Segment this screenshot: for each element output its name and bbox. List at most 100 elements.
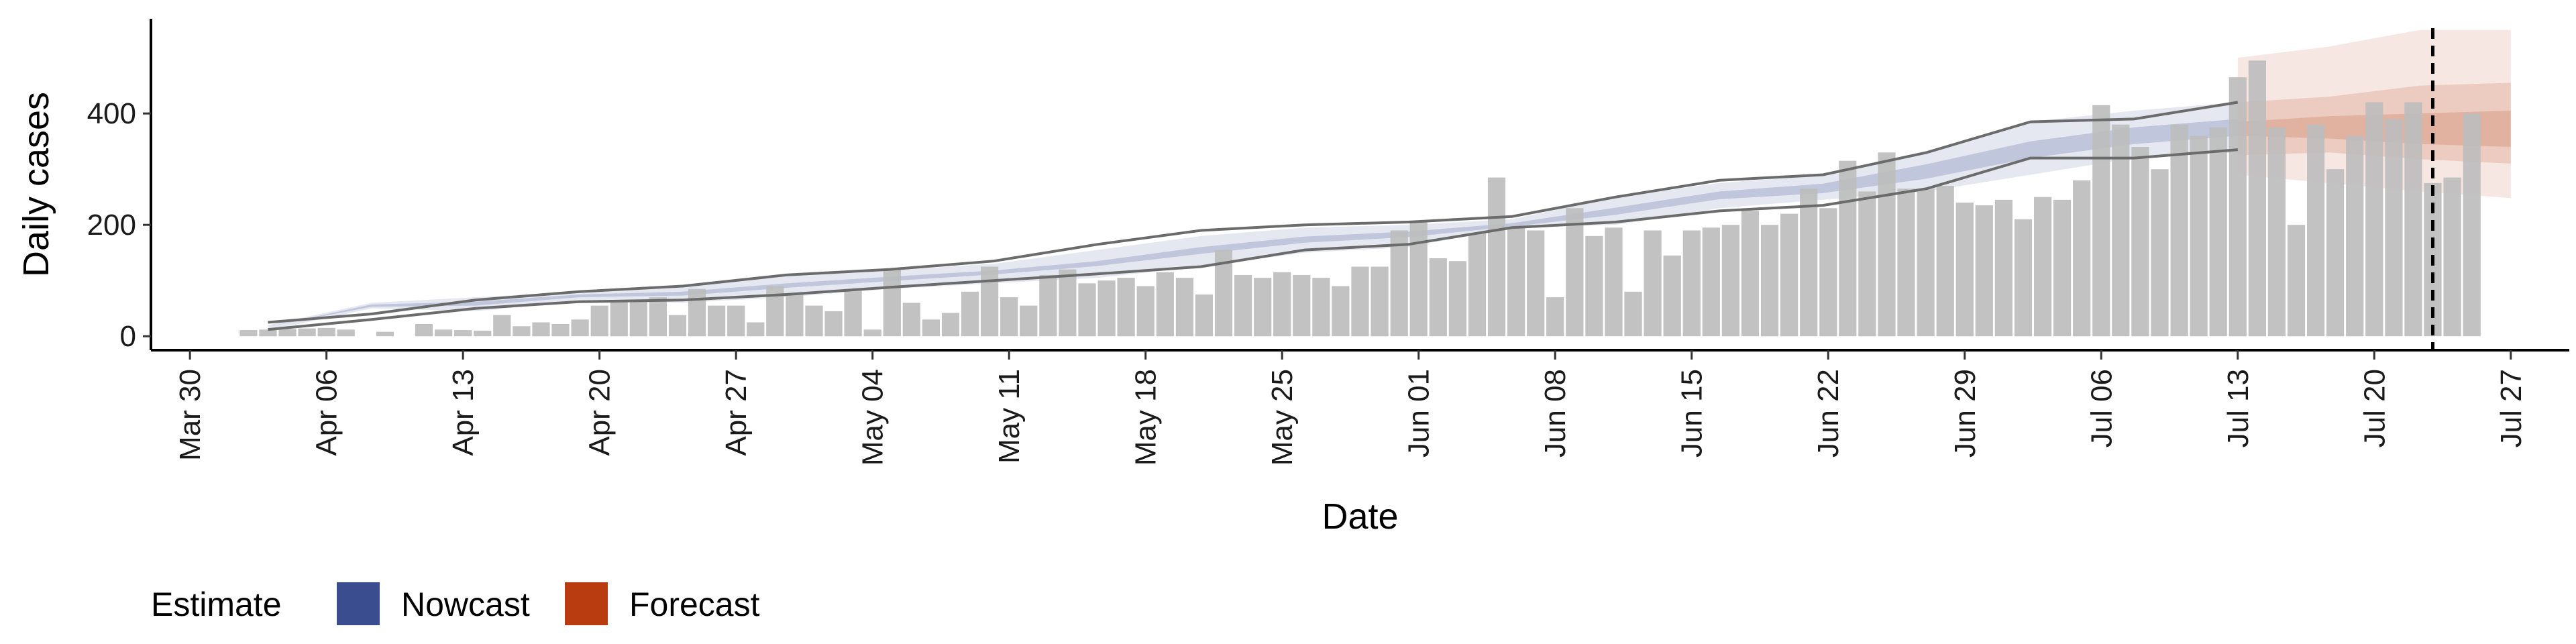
bar: [1839, 160, 1857, 337]
bar: [1078, 283, 1096, 337]
bar: [2287, 225, 2306, 337]
bar: [1994, 199, 2012, 337]
bar: [941, 313, 960, 337]
bar: [1234, 274, 1252, 337]
bar: [1390, 230, 1408, 337]
bar: [824, 311, 843, 337]
bar: [708, 305, 726, 337]
bar: [922, 319, 940, 337]
bar: [1624, 291, 1642, 337]
bar: [610, 301, 628, 337]
x-tick-label: Apr 13: [447, 369, 480, 456]
bar: [1605, 227, 1623, 337]
legend: Estimate Nowcast Forecast: [151, 582, 760, 625]
bar: [2267, 127, 2286, 337]
bar: [902, 303, 920, 337]
bar: [1468, 233, 1487, 337]
bar: [2385, 119, 2403, 337]
nowcast-lower-line: [268, 148, 2238, 331]
nowcast-outer-band: [268, 102, 2238, 331]
bar: [2112, 124, 2130, 337]
bar: [551, 324, 570, 337]
bar: [1741, 211, 1760, 337]
bar: [1663, 255, 1681, 337]
bar: [1858, 191, 1876, 337]
x-ticks: Mar 30 Apr 06 Apr 13 Apr 20 Apr 27 May 04 May …: [174, 350, 2528, 466]
bar: [259, 329, 277, 337]
bar: [1546, 297, 1564, 337]
bar: [2092, 105, 2110, 337]
bar: [1819, 208, 1837, 337]
bar: [278, 329, 297, 337]
bar: [2151, 169, 2169, 337]
bar: [1020, 305, 1038, 337]
bar: [2307, 124, 2325, 337]
bar: [337, 329, 355, 337]
bar: [2248, 60, 2266, 337]
legend-key-forecast: [565, 582, 608, 625]
bar: [454, 330, 472, 337]
observed-bars: [239, 60, 2481, 337]
bar: [1566, 208, 1584, 337]
legend-label-forecast: Forecast: [629, 586, 760, 623]
bar: [629, 300, 647, 337]
bar: [1371, 266, 1389, 337]
x-tick-label: Jun 01: [1403, 369, 1436, 458]
bar: [2365, 102, 2383, 337]
bar: [863, 329, 881, 337]
bar: [513, 326, 531, 337]
bar: [317, 327, 335, 337]
bar: [2463, 113, 2481, 337]
bar: [1800, 189, 1818, 337]
bar: [1117, 278, 1135, 337]
bar: [2170, 124, 2188, 337]
bar: [239, 330, 258, 337]
bar: [1682, 230, 1701, 337]
bar: [1195, 294, 1213, 337]
bar: [883, 269, 901, 337]
bar: [571, 319, 589, 337]
bar: [1780, 213, 1799, 337]
x-tick-label: Jul 20: [2358, 369, 2391, 447]
bar: [474, 330, 492, 337]
bar: [1760, 225, 1779, 337]
x-tick-label: May 18: [1130, 369, 1163, 466]
x-tick-label: Jul 27: [2495, 369, 2528, 447]
x-tick-label: Jun 22: [1812, 369, 1845, 458]
bar: [1527, 230, 1545, 337]
bar: [1175, 278, 1193, 337]
x-tick-label: Mar 30: [174, 369, 207, 461]
bar: [2190, 136, 2208, 337]
bar: [649, 297, 667, 337]
bar: [1312, 278, 1330, 337]
bar: [1955, 203, 1974, 337]
x-tick-label: Jul 06: [2085, 369, 2118, 447]
bar: [1897, 189, 1915, 337]
bar: [1936, 186, 1954, 337]
bar: [1917, 189, 1935, 337]
bar: [981, 266, 999, 337]
bar: [1097, 280, 1116, 337]
y-axis-title: Daily cases: [16, 92, 56, 277]
bar: [1702, 227, 1720, 337]
bar: [1254, 278, 1272, 337]
x-tick-label: Jun 29: [1949, 369, 1982, 458]
bar: [2209, 127, 2227, 337]
bar: [1351, 266, 1369, 337]
bar: [1156, 272, 1174, 337]
bar: [2346, 136, 2364, 337]
bar: [1448, 261, 1466, 337]
nowcast-bands: [268, 102, 2238, 331]
bar: [1878, 152, 1896, 337]
y-tick-label: 200: [87, 209, 136, 241]
x-tick-label: Jun 15: [1676, 369, 1709, 458]
bar: [590, 305, 608, 337]
x-tick-label: Apr 06: [311, 369, 343, 456]
bar: [1000, 297, 1018, 337]
bar: [961, 291, 979, 337]
bar: [1409, 222, 1428, 337]
bar: [1136, 286, 1155, 337]
bar: [2053, 199, 2072, 337]
